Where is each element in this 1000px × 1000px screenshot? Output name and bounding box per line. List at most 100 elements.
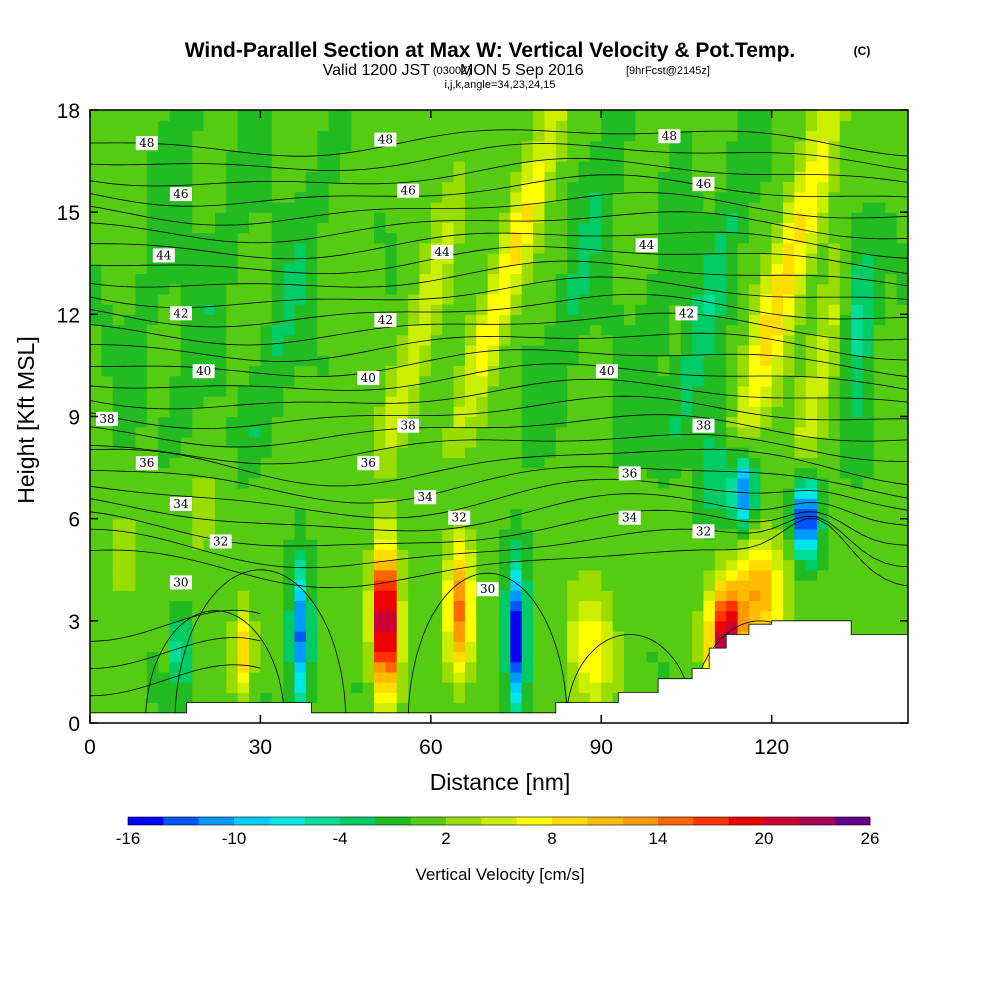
field-cell-73 xyxy=(101,579,114,591)
field-cell-888 xyxy=(249,222,262,234)
field-cell-43 xyxy=(90,273,102,285)
field-cell-228 xyxy=(124,222,137,234)
field-cell-81 xyxy=(101,498,114,510)
field-cell-3626 xyxy=(771,447,784,458)
field-cell-3 xyxy=(90,682,102,693)
field-cell-1569 xyxy=(385,620,398,632)
field-cell-4121 xyxy=(862,293,875,305)
field-cell-23 xyxy=(90,477,102,489)
field-cell-1544 xyxy=(374,263,386,275)
field-cell-1622 xyxy=(396,692,409,704)
field-cell-595 xyxy=(192,150,205,162)
field-cell-1011 xyxy=(271,191,284,203)
field-cell-3591 xyxy=(760,191,773,203)
field-cell-1519 xyxy=(374,518,386,530)
field-cell-1747 xyxy=(419,641,432,653)
field-cell-1595 xyxy=(385,355,398,367)
field-cell-3165 xyxy=(680,253,693,264)
field-cell-496 xyxy=(180,549,193,561)
field-cell-3630 xyxy=(771,406,784,418)
field-cell-354 xyxy=(146,161,159,172)
field-cell-11 xyxy=(90,600,102,612)
field-cell-747 xyxy=(226,436,239,448)
field-cell-3812 xyxy=(805,385,818,397)
field-cell-178 xyxy=(112,120,125,132)
field-cell-3410 xyxy=(726,201,739,213)
field-cell-3746 xyxy=(794,447,807,458)
field-cell-3798 xyxy=(805,528,818,540)
field-cell-2704 xyxy=(601,671,614,683)
field-cell-116 xyxy=(101,140,114,152)
field-cell-2663 xyxy=(589,477,602,489)
field-cell-1865 xyxy=(442,661,455,673)
field-cell-4198 xyxy=(873,120,886,132)
colorbar-swatch-20 xyxy=(834,817,871,825)
field-cell-4079 xyxy=(851,110,864,121)
field-cell-804 xyxy=(237,467,250,479)
field-cell-3452 xyxy=(737,385,750,397)
field-cell-3401 xyxy=(726,293,739,305)
field-cell-863 xyxy=(249,477,262,489)
field-cell-1937 xyxy=(453,539,466,550)
field-cell-3251 xyxy=(703,600,716,612)
field-cell-1799 xyxy=(419,110,432,121)
field-cell-2126 xyxy=(487,447,500,458)
field-cell-3869 xyxy=(817,416,830,428)
field-cell-3687 xyxy=(783,436,795,448)
field-cell-1150 xyxy=(305,610,318,622)
field-cell-4052 xyxy=(851,385,864,397)
field-cell-2383 xyxy=(533,273,546,285)
field-cell-4167 xyxy=(873,436,886,448)
field-cell-1697 xyxy=(408,539,421,550)
field-cell-2439 xyxy=(544,314,557,326)
field-cell-74 xyxy=(101,569,114,581)
field-cell-2869 xyxy=(623,212,636,223)
field-cell-568 xyxy=(192,426,205,438)
contour-label-11: 42 xyxy=(675,306,698,321)
field-cell-795 xyxy=(237,559,250,571)
field-cell-2101 xyxy=(487,702,500,714)
field-cell-1904 xyxy=(442,263,455,275)
field-cell-3877 xyxy=(817,334,830,346)
field-cell-345 xyxy=(146,253,159,264)
field-cell-3276 xyxy=(703,344,716,356)
field-cell-4244 xyxy=(885,263,898,275)
field-cell-1643 xyxy=(396,477,409,489)
field-cell-983 xyxy=(271,477,284,489)
field-cell-3458 xyxy=(737,324,750,336)
field-cell-3957 xyxy=(828,130,841,142)
field-cell-1755 xyxy=(419,559,432,571)
field-cell-4272 xyxy=(896,590,908,601)
field-cell-1324 xyxy=(339,671,352,683)
field-cell-1632 xyxy=(396,590,409,601)
field-cell-1836 xyxy=(430,344,443,356)
field-cell-2660 xyxy=(589,508,602,520)
field-cell-260 xyxy=(135,508,148,520)
field-cell-4270 xyxy=(896,610,908,622)
field-cell-2813 xyxy=(612,171,625,183)
field-cell-2312 xyxy=(521,385,534,397)
field-cell-1993 xyxy=(464,579,477,591)
contour-label-5: 46 xyxy=(692,176,715,191)
colorbar-swatch-6 xyxy=(340,817,376,825)
field-cell-428 xyxy=(169,631,182,642)
field-cell-162 xyxy=(112,283,125,295)
field-cell-1873 xyxy=(442,579,455,591)
field-cell-2012 xyxy=(464,385,477,397)
field-cell-2552 xyxy=(567,385,580,397)
field-cell-2054 xyxy=(476,569,489,581)
field-cell-388 xyxy=(158,426,171,438)
field-cell-859 xyxy=(249,518,262,530)
field-cell-2195 xyxy=(499,355,511,367)
field-cell-1686 xyxy=(408,651,421,663)
field-cell-233 xyxy=(124,171,137,183)
field-cell-3580 xyxy=(760,304,773,315)
field-cell-1893 xyxy=(442,375,455,387)
field-cell-3402 xyxy=(726,283,739,295)
field-cell-2548 xyxy=(567,426,580,438)
field-cell-4103 xyxy=(862,477,875,489)
field-cell-3008 xyxy=(658,631,671,642)
field-cell-210 xyxy=(124,406,137,418)
field-cell-1777 xyxy=(419,334,432,346)
field-cell-1302 xyxy=(328,283,341,295)
